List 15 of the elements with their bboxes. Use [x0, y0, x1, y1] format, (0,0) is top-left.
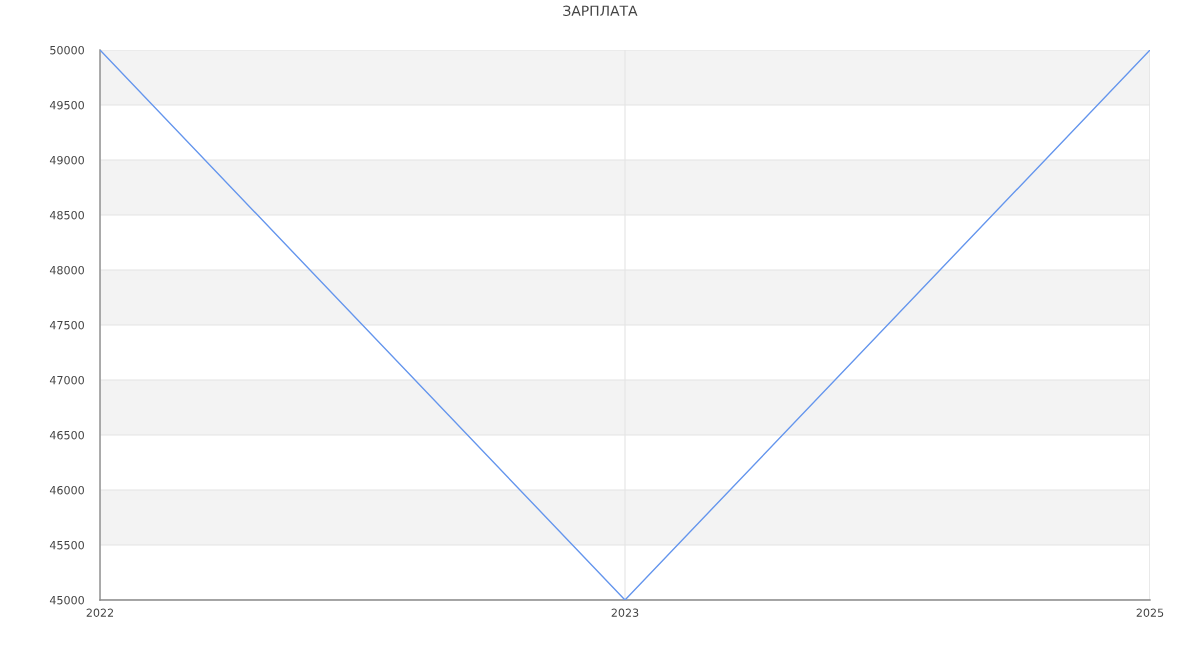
y-tick-label: 45500: [49, 540, 84, 550]
y-tick-label: 47000: [49, 375, 84, 385]
y-tick-label: 49000: [49, 155, 84, 165]
y-tick-label: 49500: [49, 100, 84, 110]
x-tick-label: 2025: [1136, 608, 1164, 617]
y-tick-label: 50000: [50, 45, 84, 55]
x-tick-label: 2022: [86, 608, 114, 617]
chart-title: ЗАРПЛАТА: [563, 5, 638, 17]
y-tick-label: 46500: [49, 430, 84, 440]
y-tick-label: 45000: [49, 595, 84, 605]
y-tick-label: 47500: [49, 320, 84, 330]
x-tick-label: 2023: [611, 608, 639, 617]
y-tick-label: 46000: [49, 485, 84, 495]
y-tick-label: 48500: [49, 210, 84, 220]
y-tick-label: 48000: [49, 265, 84, 275]
